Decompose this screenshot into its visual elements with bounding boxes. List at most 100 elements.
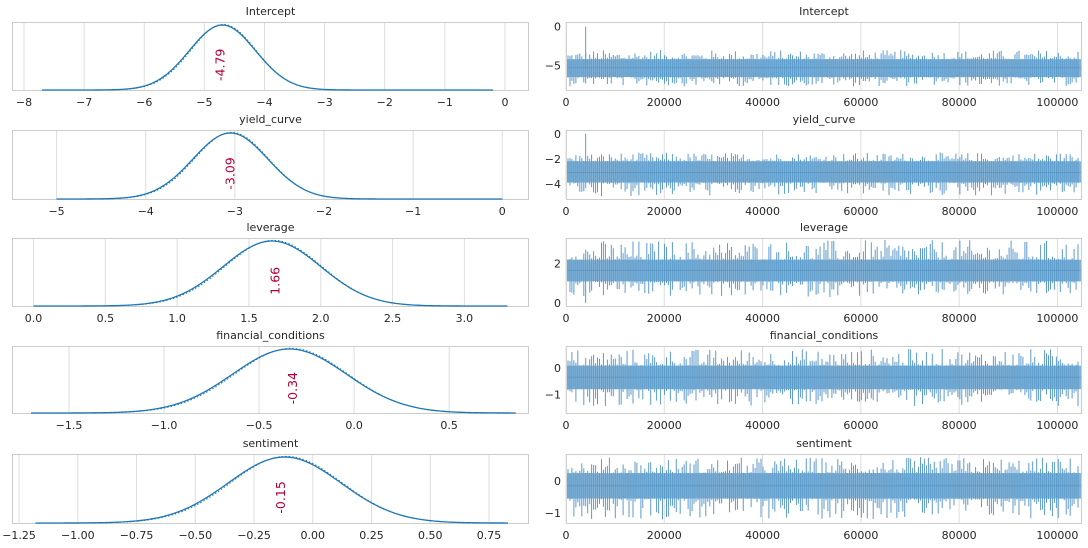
y-tick-label: −2	[545, 153, 561, 166]
x-tick-label: −5	[48, 205, 64, 218]
y-tick-label: 0	[554, 362, 561, 375]
x-tick-label: −2	[316, 205, 332, 218]
x-tick-label: 1.5	[240, 312, 258, 325]
x-tick-label: −2	[377, 96, 393, 109]
x-tick-label: 0.5	[97, 312, 115, 325]
x-tick-label: −0.25	[237, 529, 271, 542]
panel-title: Intercept	[246, 5, 296, 18]
panel-title: sentiment	[243, 437, 299, 450]
y-tick-label: −5	[545, 59, 561, 72]
panel-title: leverage	[246, 221, 294, 234]
x-tick-label: 20000	[647, 312, 682, 325]
x-tick-label: −3	[227, 205, 243, 218]
x-tick-label: 100000	[1036, 96, 1078, 109]
x-tick-label: 100000	[1036, 312, 1078, 325]
x-tick-label: 0	[563, 205, 570, 218]
kde-chain-1-line	[56, 132, 503, 200]
x-tick-label: 60000	[843, 205, 878, 218]
x-tick-label: 0.5	[440, 419, 458, 432]
y-tick-label: 0	[554, 297, 561, 310]
x-tick-label: 40000	[745, 205, 780, 218]
x-tick-label: 0	[563, 529, 570, 542]
kde-panel-leverage: leverage 0.0 0.5 1.0 1.5 2.0 2.5 3.0 1.66	[12, 221, 529, 325]
panel-title: sentiment	[796, 437, 852, 450]
y-tick-label: −1	[545, 507, 561, 520]
x-tick-label: −4	[138, 205, 154, 218]
x-tick-label: 0.00	[301, 529, 326, 542]
mean-value-label: -0.34	[285, 372, 300, 404]
panel-frame	[12, 238, 529, 307]
x-tick-label: −0.5	[246, 419, 273, 432]
x-tick-label: −1.5	[56, 419, 83, 432]
x-tick-label: −5	[196, 96, 212, 109]
x-tick-label: −0.50	[178, 529, 212, 542]
y-tick-label: −1	[545, 388, 561, 401]
x-tick-label: 80000	[942, 205, 977, 218]
panel-title: yield_curve	[793, 113, 856, 126]
x-tick-label: 100000	[1036, 419, 1078, 432]
trace-excursions	[567, 349, 1079, 407]
trace-panel-leverage: leverage 0 20000 40000 60000 80000 100000 2 0	[554, 221, 1082, 325]
x-tick-label: 0	[499, 205, 506, 218]
panel-title: financial_conditions	[216, 329, 325, 342]
x-tick-label: 60000	[843, 529, 878, 542]
x-tick-label: 100000	[1036, 205, 1078, 218]
x-tick-label: −1	[437, 96, 453, 109]
x-tick-label: 0.50	[418, 529, 443, 542]
y-tick-label: 0	[554, 21, 561, 34]
x-tick-label: −1.0	[151, 419, 178, 432]
kde-panel-financial-conditions: financial_conditions −1.5 −1.0 −0.5 0.0 0.5 -0…	[12, 329, 529, 432]
kde-panel-intercept: Intercept −8 −7 −6 −5 −4 −3 −2 −1 0 -4.79	[12, 5, 529, 109]
x-tick-label: 40000	[745, 529, 780, 542]
panel-title: leverage	[800, 221, 848, 234]
x-tick-label: 3.0	[456, 312, 474, 325]
x-tick-label: 0.25	[359, 529, 384, 542]
trace-panel-yield-curve: yield_curve 0 20000 40000 60000 80000 100000 0 −…	[545, 113, 1082, 218]
kde-panel-yield-curve: yield_curve −5 −4 −3 −2 −1 0 -3.09	[12, 113, 529, 218]
x-tick-label: 20000	[647, 205, 682, 218]
x-tick-label: 40000	[745, 312, 780, 325]
kde-chain-1-line	[35, 456, 508, 524]
trace-excursions	[567, 457, 1079, 520]
x-tick-label: 20000	[647, 419, 682, 432]
x-tick-label: −1.25	[2, 529, 36, 542]
x-tick-label: 0.0	[25, 312, 43, 325]
mean-value-label: 1.66	[267, 267, 282, 295]
x-tick-label: 0	[563, 419, 570, 432]
y-tick-label: −4	[545, 178, 561, 191]
x-tick-label: 1.0	[168, 312, 186, 325]
x-tick-label: −3	[316, 96, 332, 109]
kde-chain-1-line	[42, 24, 493, 91]
x-tick-label: 0	[501, 96, 508, 109]
x-tick-label: 60000	[843, 419, 878, 432]
x-tick-label: 80000	[942, 96, 977, 109]
x-tick-label: 80000	[942, 529, 977, 542]
y-tick-label: 0	[554, 475, 561, 488]
x-tick-label: 2.5	[384, 312, 402, 325]
y-tick-label: 0	[554, 128, 561, 141]
mean-value-label: -4.79	[212, 49, 227, 81]
panel-title: Intercept	[799, 5, 849, 18]
trace-excursions	[567, 240, 1079, 297]
panel-frame	[12, 22, 529, 91]
x-tick-label: 100000	[1036, 529, 1078, 542]
x-tick-label: −8	[16, 96, 32, 109]
panel-title: financial_conditions	[770, 329, 879, 342]
x-tick-label: 40000	[745, 96, 780, 109]
trace-panel-intercept: Intercept 0 20000 40000 60000 80000 100000 0 −5	[545, 5, 1082, 109]
x-tick-label: 20000	[647, 529, 682, 542]
x-tick-label: 60000	[843, 96, 878, 109]
x-tick-label: 0.0	[345, 419, 363, 432]
x-tick-label: −6	[136, 96, 152, 109]
trace-panel-financial-conditions: financial_conditions 0 20000 40000 60000 8000…	[545, 329, 1082, 432]
panel-title: yield_curve	[239, 113, 302, 126]
panel-frame	[12, 454, 529, 524]
x-tick-label: −0.75	[120, 529, 154, 542]
mean-value-label: -3.09	[222, 157, 237, 189]
x-tick-label: 0.75	[477, 529, 502, 542]
x-tick-label: 0	[563, 312, 570, 325]
x-tick-label: 20000	[647, 96, 682, 109]
x-tick-label: 80000	[942, 312, 977, 325]
